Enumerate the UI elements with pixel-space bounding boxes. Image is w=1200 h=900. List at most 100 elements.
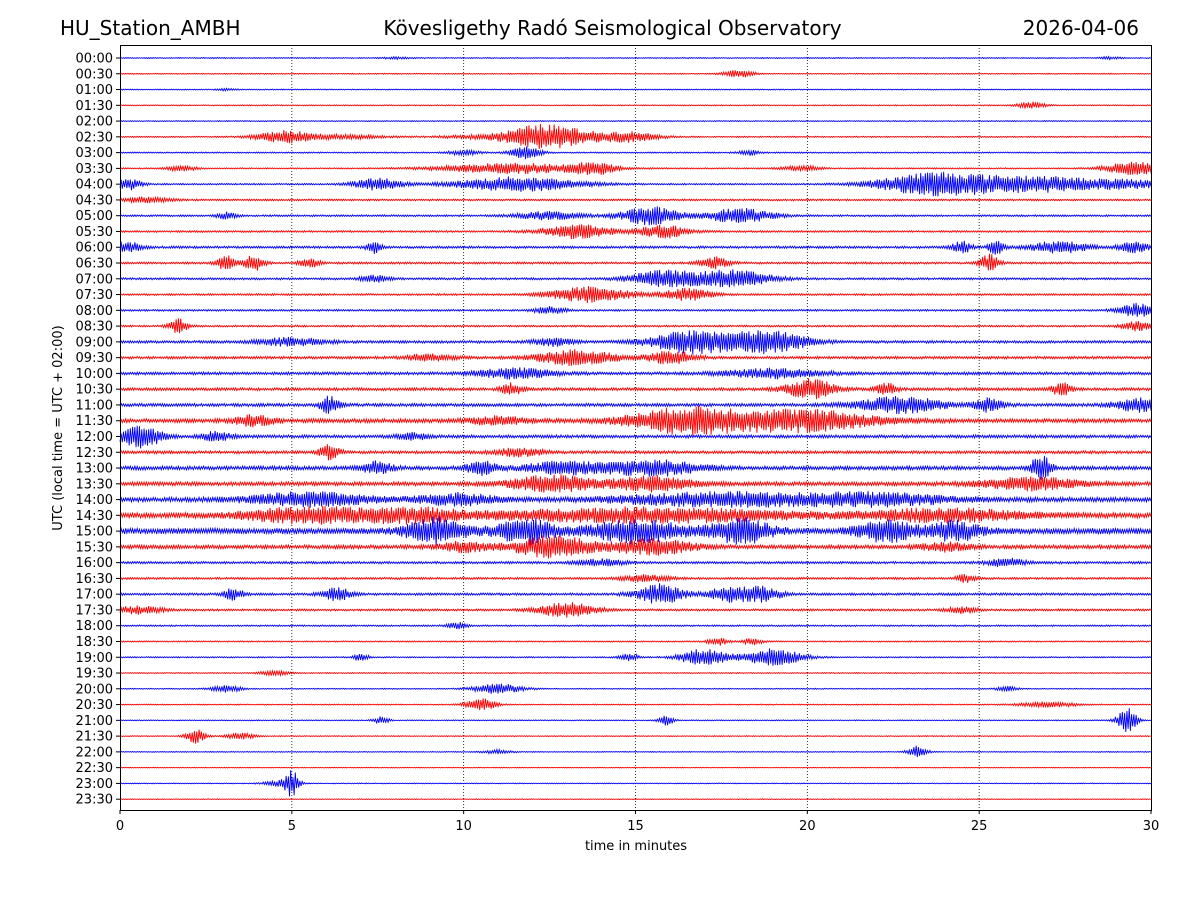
trace-21:30 <box>119 729 1152 744</box>
y-tick-label-07:30: 07:30 <box>76 288 113 303</box>
observatory-title: Kövesligethy Radó Seismological Observat… <box>383 16 842 40</box>
trace-02:00 <box>119 119 1152 123</box>
y-tick-label-15:30: 15:30 <box>76 540 113 555</box>
trace-20:30 <box>119 698 1152 711</box>
trace-22:30 <box>119 766 1152 769</box>
trace-23:00 <box>119 770 1152 797</box>
trace-10:30 <box>119 378 1152 400</box>
trace-01:00 <box>119 87 1152 92</box>
y-tick-label-01:30: 01:30 <box>76 99 113 114</box>
trace-07:00 <box>119 269 1152 288</box>
trace-08:30 <box>119 318 1152 334</box>
trace-06:30 <box>119 253 1152 271</box>
y-tick-label-23:30: 23:30 <box>76 793 113 808</box>
trace-19:30 <box>119 668 1152 678</box>
trace-15:00 <box>119 516 1152 546</box>
trace-06:00 <box>119 240 1152 255</box>
trace-09:30 <box>119 348 1152 367</box>
trace-19:00 <box>119 648 1152 666</box>
y-tick-label-21:30: 21:30 <box>76 730 113 745</box>
y-tick-label-20:30: 20:30 <box>76 698 113 713</box>
y-tick-label-19:00: 19:00 <box>76 651 113 666</box>
x-tick-label-20: 20 <box>799 819 816 834</box>
y-tick-label-05:00: 05:00 <box>76 209 113 224</box>
y-tick-label-06:30: 06:30 <box>76 257 113 272</box>
trace-16:30 <box>119 573 1152 584</box>
trace-14:30 <box>119 505 1152 525</box>
y-axis-label: UTC (local time = UTC + 02:00) <box>51 325 66 530</box>
y-tick-label-11:30: 11:30 <box>76 414 113 429</box>
x-axis-label: time in minutes <box>585 839 687 854</box>
trace-10:00 <box>119 367 1152 380</box>
y-tick-label-20:00: 20:00 <box>76 682 113 697</box>
y-axis-ticks: 00:0000:3001:0001:3002:0002:3003:0003:30… <box>76 52 120 808</box>
y-tick-label-09:00: 09:00 <box>76 335 113 350</box>
y-tick-label-08:00: 08:00 <box>76 304 113 319</box>
trace-12:30 <box>119 444 1152 461</box>
y-tick-label-08:30: 08:30 <box>76 320 113 335</box>
trace-20:00 <box>119 683 1152 694</box>
y-tick-label-22:30: 22:30 <box>76 761 113 776</box>
trace-21:00 <box>119 708 1152 732</box>
y-tick-label-06:00: 06:00 <box>76 241 113 256</box>
trace-00:30 <box>119 69 1152 78</box>
x-tick-label-15: 15 <box>627 819 644 834</box>
y-tick-label-11:00: 11:00 <box>76 398 113 413</box>
trace-04:00 <box>119 171 1152 197</box>
trace-09:00 <box>119 330 1152 355</box>
trace-18:30 <box>119 637 1152 646</box>
x-tick-label-25: 25 <box>971 819 988 834</box>
y-tick-label-01:00: 01:00 <box>76 83 113 98</box>
trace-03:00 <box>119 146 1152 160</box>
trace-07:30 <box>119 285 1152 304</box>
y-tick-label-17:30: 17:30 <box>76 603 113 618</box>
y-tick-label-21:00: 21:00 <box>76 714 113 729</box>
y-tick-label-14:00: 14:00 <box>76 493 113 508</box>
y-tick-label-10:30: 10:30 <box>76 383 113 398</box>
trace-15:30 <box>119 535 1152 559</box>
y-tick-label-00:00: 00:00 <box>76 52 113 67</box>
x-tick-label-30: 30 <box>1143 819 1160 834</box>
y-tick-label-18:30: 18:30 <box>76 635 113 650</box>
trace-17:30 <box>119 602 1152 618</box>
trace-05:30 <box>119 224 1152 240</box>
trace-05:00 <box>119 206 1152 226</box>
y-tick-label-04:30: 04:30 <box>76 193 113 208</box>
y-tick-label-16:30: 16:30 <box>76 572 113 587</box>
station-name: HU_Station_AMBH <box>60 16 241 40</box>
trace-03:30 <box>119 161 1152 176</box>
y-tick-label-12:30: 12:30 <box>76 446 113 461</box>
y-tick-label-07:00: 07:00 <box>76 272 113 287</box>
trace-01:30 <box>119 101 1152 110</box>
trace-13:00 <box>119 455 1152 480</box>
y-tick-label-12:00: 12:00 <box>76 430 113 445</box>
y-tick-label-03:30: 03:30 <box>76 162 113 177</box>
x-tick-label-10: 10 <box>455 819 472 834</box>
y-tick-label-04:00: 04:00 <box>76 178 113 193</box>
seismic-traces <box>119 55 1152 801</box>
y-tick-label-09:30: 09:30 <box>76 351 113 366</box>
trace-00:00 <box>119 55 1152 61</box>
y-tick-label-19:30: 19:30 <box>76 667 113 682</box>
vertical-grid <box>291 45 980 810</box>
y-tick-label-17:00: 17:00 <box>76 588 113 603</box>
trace-04:30 <box>119 195 1152 204</box>
trace-13:30 <box>119 474 1152 493</box>
x-tick-label-5: 5 <box>288 819 296 834</box>
trace-11:30 <box>119 405 1152 436</box>
y-tick-label-18:00: 18:00 <box>76 619 113 634</box>
trace-18:00 <box>119 621 1152 630</box>
y-tick-label-13:30: 13:30 <box>76 477 113 492</box>
plot-date: 2026-04-06 <box>1022 16 1139 40</box>
plot-frame <box>120 45 1152 811</box>
trace-12:00 <box>119 425 1152 449</box>
x-tick-label-0: 0 <box>116 819 124 834</box>
y-tick-label-02:30: 02:30 <box>76 130 113 145</box>
y-tick-label-22:00: 22:00 <box>76 745 113 760</box>
y-tick-label-00:30: 00:30 <box>76 67 113 82</box>
trace-22:00 <box>119 745 1152 758</box>
trace-08:00 <box>119 302 1152 317</box>
y-tick-label-03:00: 03:00 <box>76 146 113 161</box>
y-tick-label-14:30: 14:30 <box>76 509 113 524</box>
